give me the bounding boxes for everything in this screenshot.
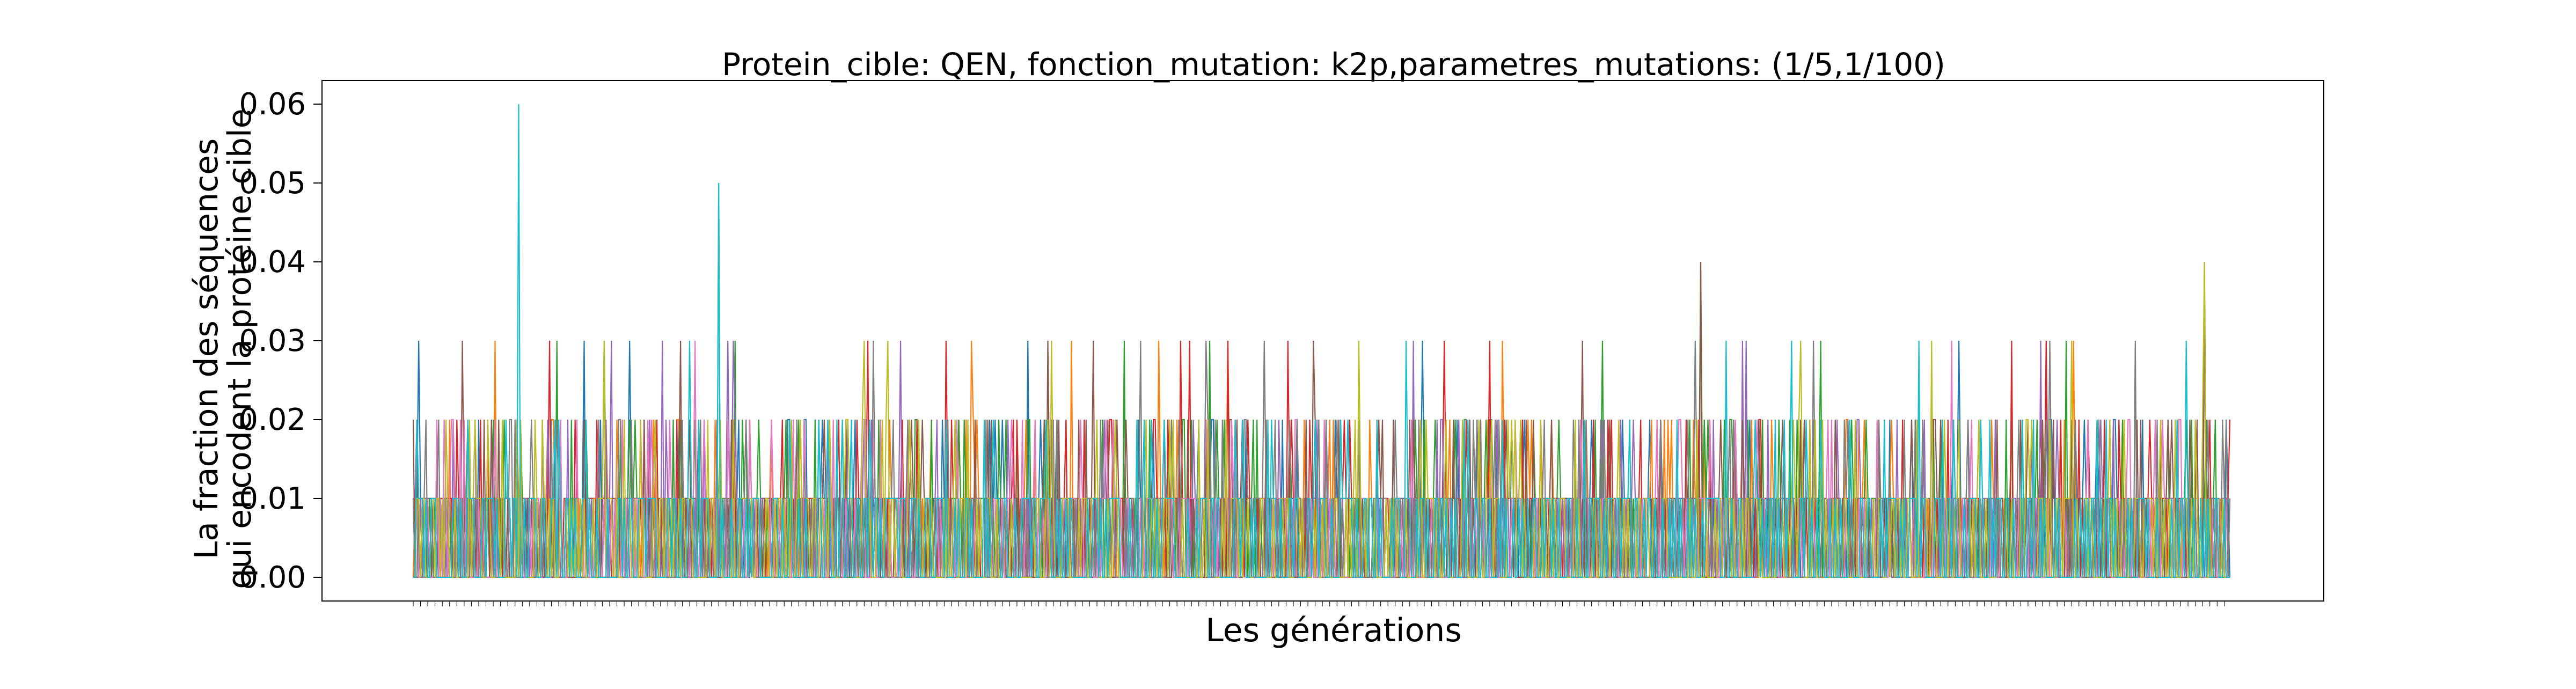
y-tick-label: 0.01 [239,481,306,516]
y-tick-label: 0.06 [239,87,306,122]
y-tick-label: 0.00 [239,560,306,595]
y-tick-label: 0.05 [239,166,306,201]
y-axis-label-line1: La fraction des séquences [188,138,225,560]
series-line-10 [413,104,2230,578]
x-axis-label: Les générations [1205,612,1461,649]
axes-layer: 0.00 0.01 0.02 0.03 0.04 0.05 0.06 [239,80,2324,606]
y-tick-label: 0.04 [239,245,306,280]
x-tick-marks [413,601,2225,606]
y-tick-label: 0.03 [239,324,306,358]
chart-title: Protein_cible: QEN, fonction_mutation: k… [722,46,1945,83]
series-line-9 [413,261,2230,578]
y-axis-label-line2: qui encodent la protéine cible [221,108,259,589]
y-tick-label: 0.02 [239,402,306,437]
series-layer [412,104,2231,578]
